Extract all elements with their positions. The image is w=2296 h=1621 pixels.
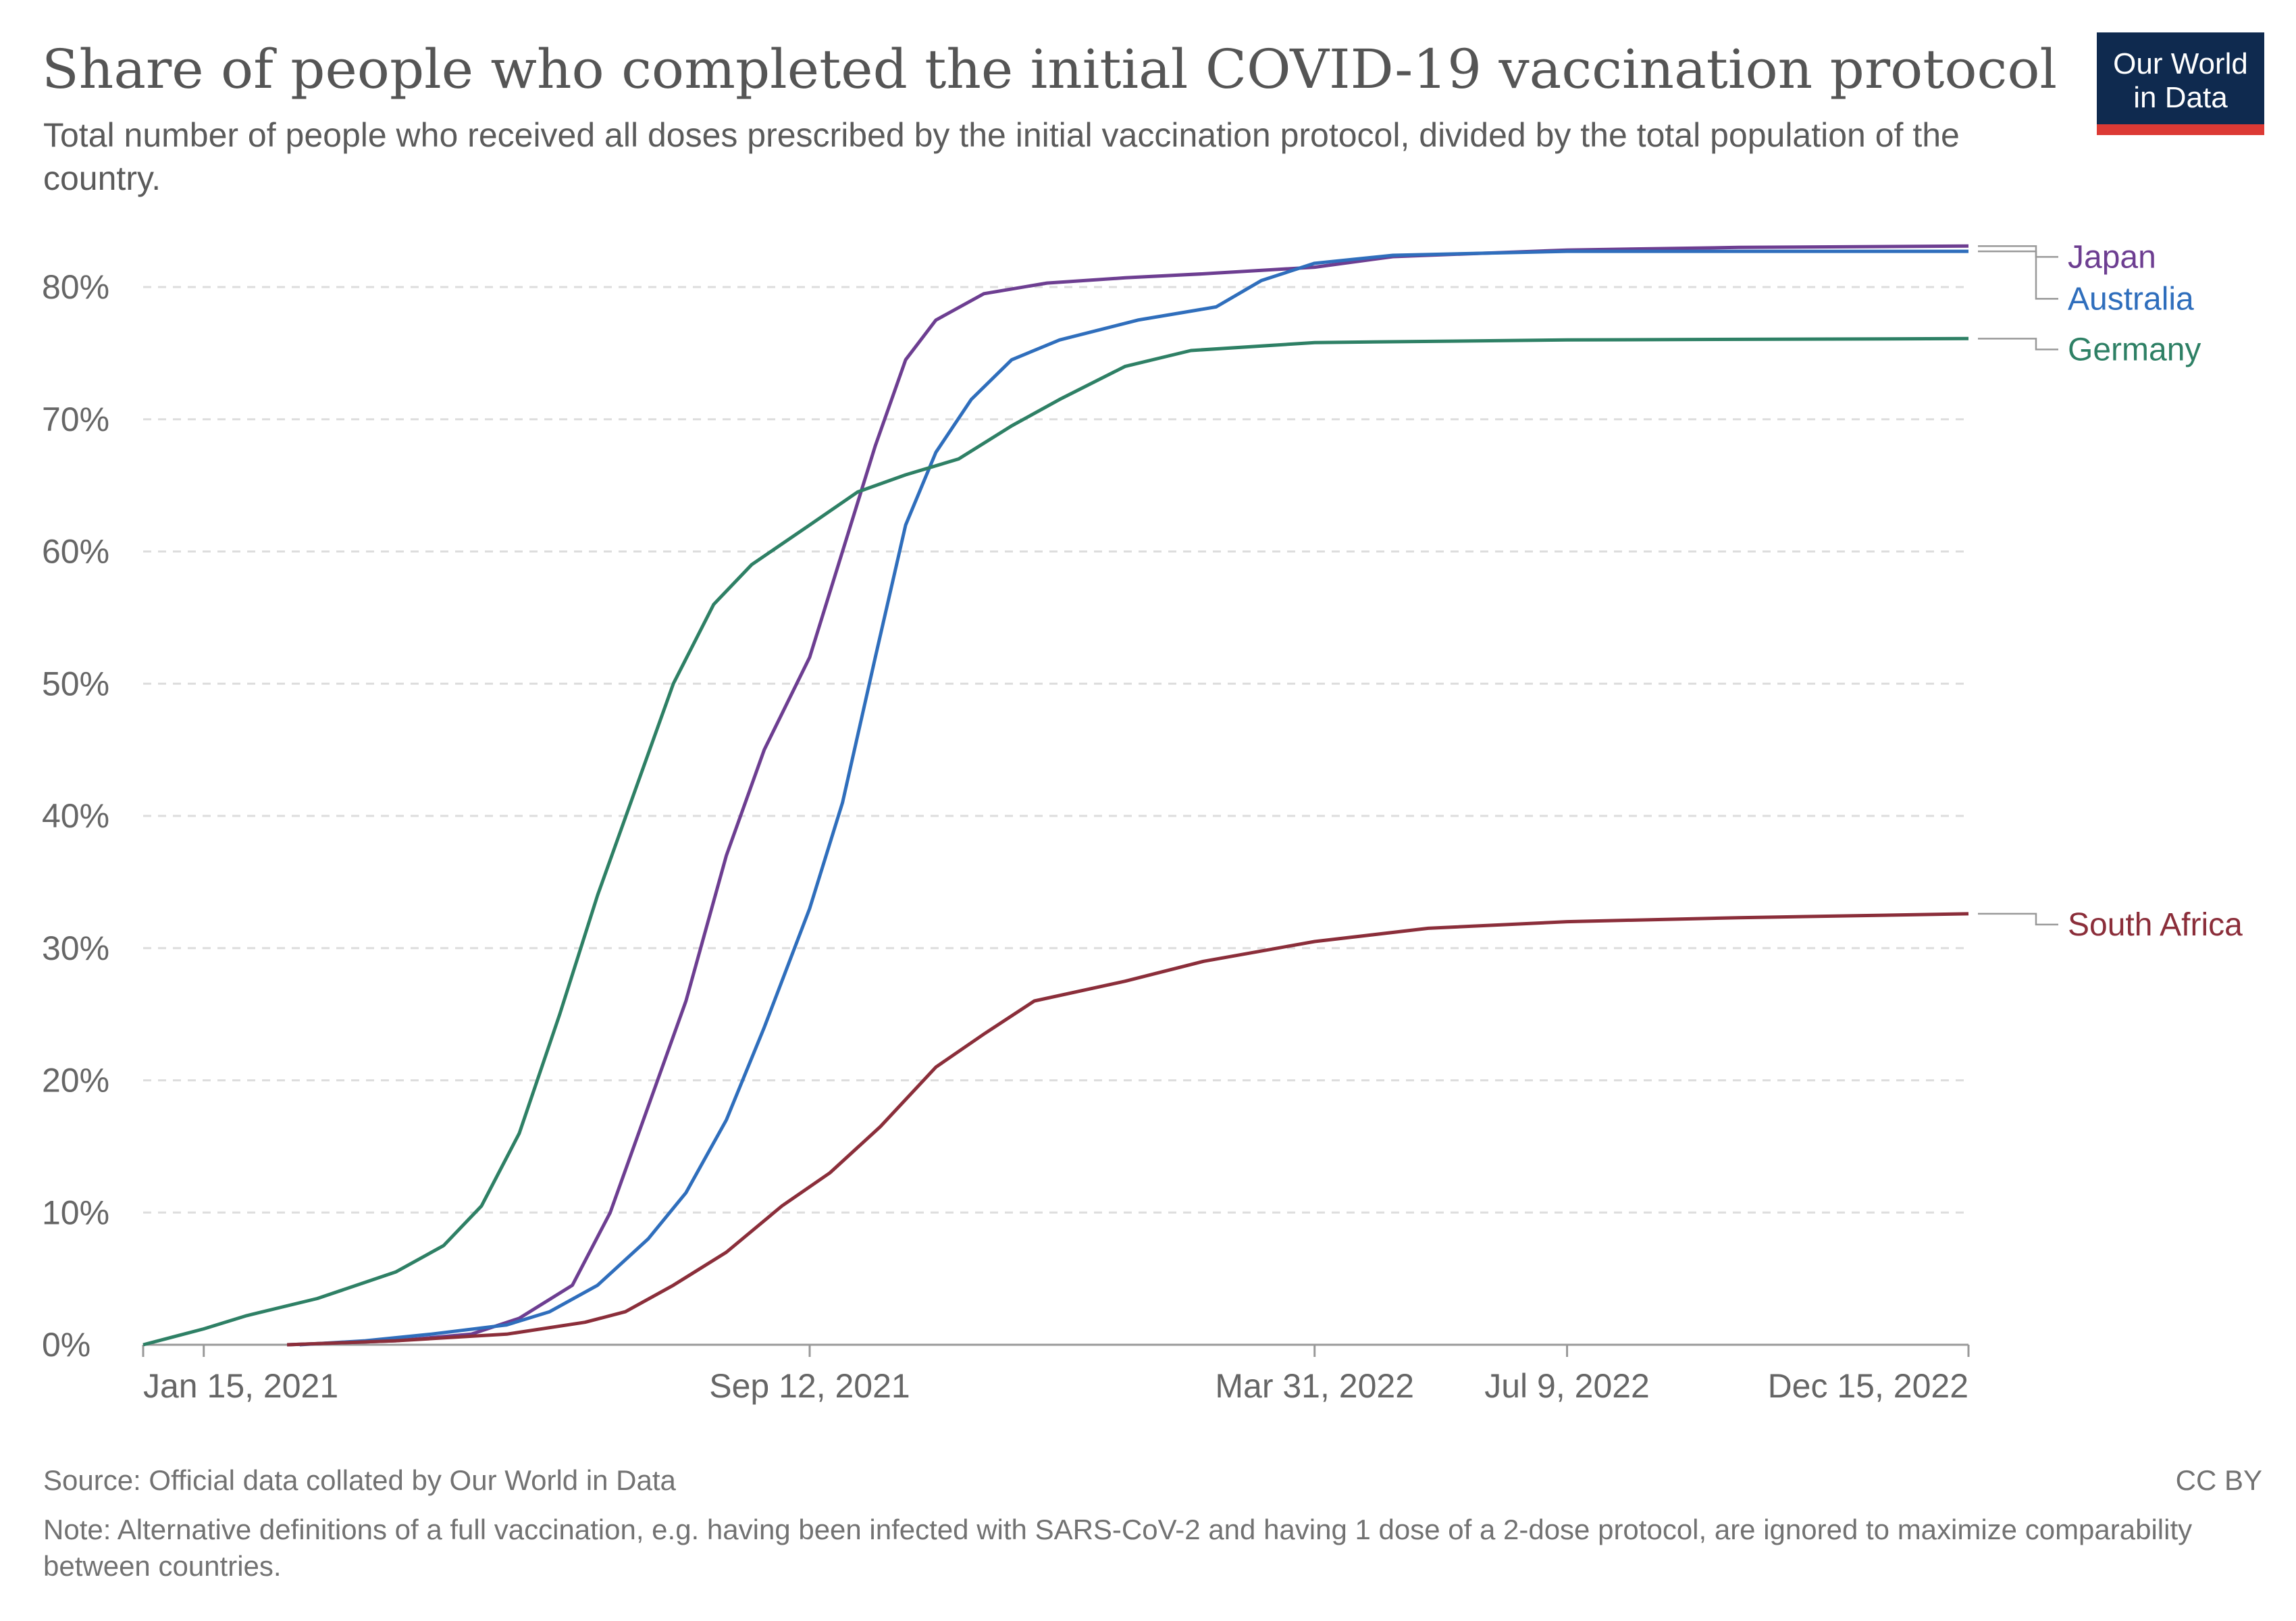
footnote: Note: Alternative definitions of a full … <box>43 1514 2193 1582</box>
chart-subtitle: Total number of people who received all … <box>43 116 1960 197</box>
series-label-japan: Japan <box>2068 239 2156 275</box>
label-connector <box>1978 338 2058 351</box>
license-label[interactable]: CC BY <box>2175 1464 2262 1496</box>
y-tick-label: 50% <box>42 665 109 702</box>
x-tick-label: Jul 9, 2022 <box>1484 1367 1650 1405</box>
series-line-japan <box>287 244 1969 1347</box>
source-note: Source: Official data collated by Our Wo… <box>43 1464 676 1496</box>
x-tick-label: Mar 31, 2022 <box>1215 1367 1414 1405</box>
x-tick-label: Dec 15, 2022 <box>1768 1367 1968 1405</box>
chart-title: Share of people who completed the initia… <box>42 38 2058 101</box>
series-label-south-africa: South Africa <box>2068 907 2243 943</box>
y-tick-label: 70% <box>42 401 109 438</box>
x-tick-label: Sep 12, 2021 <box>709 1367 910 1405</box>
y-tick-label: 10% <box>42 1193 109 1231</box>
x-tick-label: Jan 15, 2021 <box>143 1367 338 1405</box>
y-tick-label: 0% <box>42 1326 90 1364</box>
y-tick-label: 20% <box>42 1062 109 1100</box>
logo-line-2: in Data <box>2133 81 2228 114</box>
logo-accent-bar <box>2097 124 2264 135</box>
y-tick-label: 30% <box>42 929 109 967</box>
label-connector <box>1978 912 2058 926</box>
logo-line-1: Our World <box>2113 47 2248 80</box>
y-tick-label: 60% <box>42 533 109 571</box>
series-label-germany: Germany <box>2068 332 2201 367</box>
series-label-australia: Australia <box>2068 281 2194 317</box>
series-line-south-africa <box>287 912 1969 1347</box>
label-connector <box>1978 250 2058 300</box>
y-tick-label: 80% <box>42 268 109 306</box>
owid-logo[interactable]: Our World in Data <box>2097 32 2264 135</box>
series-line-australia <box>299 249 1968 1347</box>
y-tick-label: 40% <box>42 797 109 835</box>
series-line-germany <box>142 336 1969 1347</box>
